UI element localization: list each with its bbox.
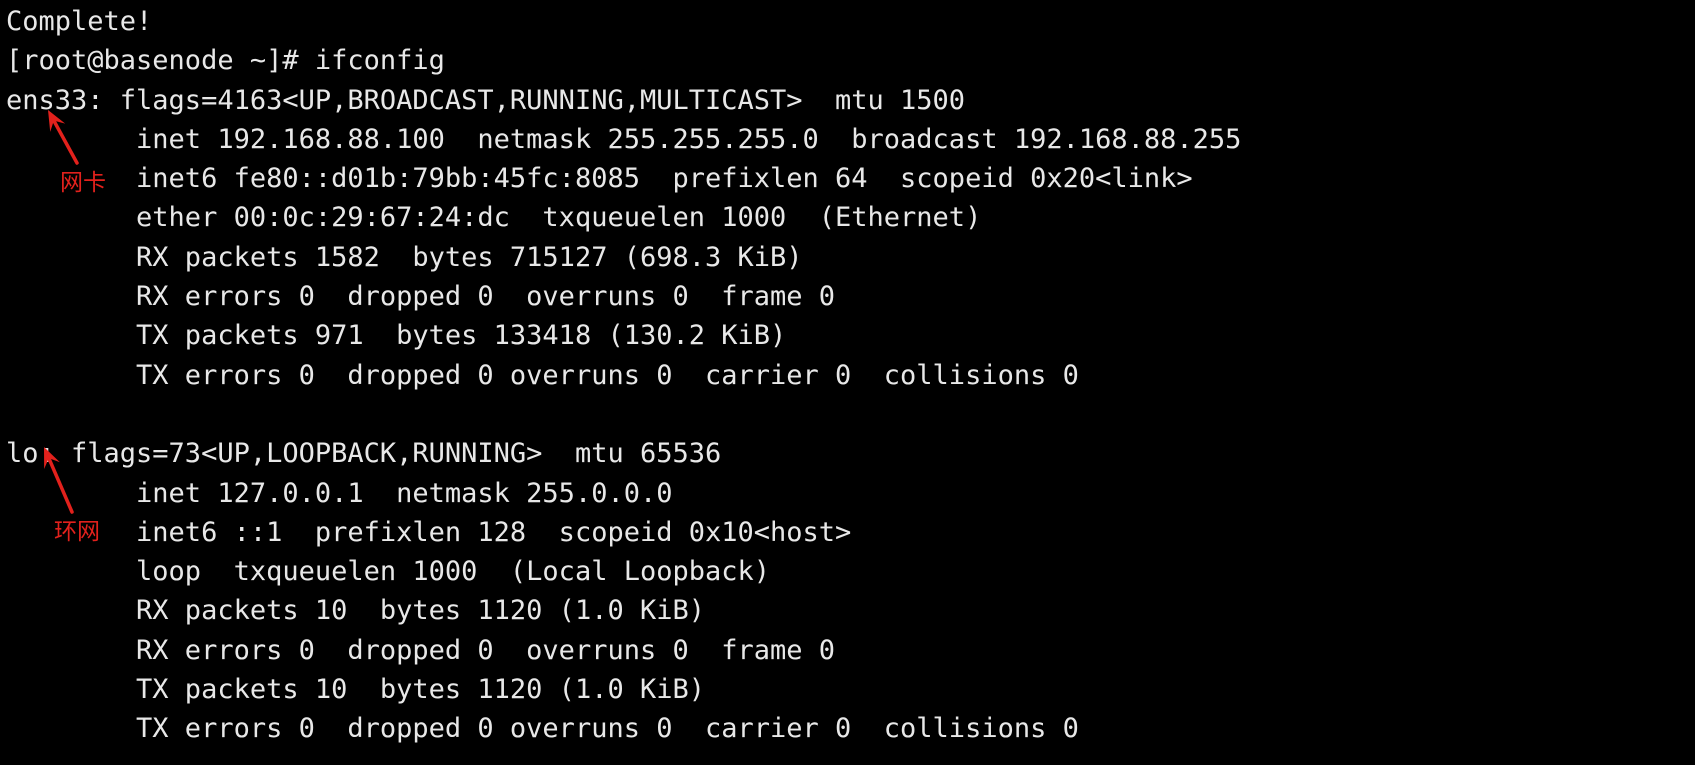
annotation-label: 环网 <box>54 519 100 545</box>
terminal-output: Complete! [root@basenode ~]# ifconfig ens3… <box>6 2 1695 749</box>
terminal-line: inet6 fe80::d01b:79bb:45fc:8085 prefixle… <box>6 163 1193 195</box>
terminal-line: [root@basenode ~]# ifconfig <box>6 45 445 77</box>
terminal-line: ens33: flags=4163<UP,BROADCAST,RUNNING,M… <box>6 84 966 116</box>
terminal-line <box>6 395 1695 434</box>
terminal-line: TX packets 971 bytes 133418 (130.2 KiB) <box>6 320 787 352</box>
terminal-line: loop txqueuelen 1000 (Local Loopback) <box>6 556 771 588</box>
terminal-line: RX errors 0 dropped 0 overruns 0 frame 0 <box>6 281 836 313</box>
terminal-line: RX packets 10 bytes 1120 (1.0 KiB) <box>6 595 705 627</box>
annotation-label: 网卡 <box>60 170 106 196</box>
terminal-line: ether 00:0c:29:67:24:dc txqueuelen 1000 … <box>6 202 982 234</box>
terminal-line: RX errors 0 dropped 0 overruns 0 frame 0 <box>6 634 836 666</box>
terminal-line: inet6 ::1 prefixlen 128 scopeid 0x10<hos… <box>6 516 852 548</box>
terminal-line: TX packets 10 bytes 1120 (1.0 KiB) <box>6 674 705 706</box>
terminal-line: lo: flags=73<UP,LOOPBACK,RUNNING> mtu 65… <box>6 438 722 470</box>
terminal-line: RX packets 1582 bytes 715127 (698.3 KiB) <box>6 241 803 273</box>
terminal-line: inet 127.0.0.1 netmask 255.0.0.0 <box>6 477 673 509</box>
annotation-arrow-icon <box>30 439 86 520</box>
terminal-line: inet 192.168.88.100 netmask 255.255.255.… <box>6 123 1242 155</box>
terminal-line: TX errors 0 dropped 0 overruns 0 carrier… <box>6 713 1079 745</box>
annotation-arrow-icon <box>34 102 91 171</box>
terminal-line: Complete! <box>6 6 153 37</box>
terminal-line: TX errors 0 dropped 0 overruns 0 carrier… <box>6 359 1079 391</box>
